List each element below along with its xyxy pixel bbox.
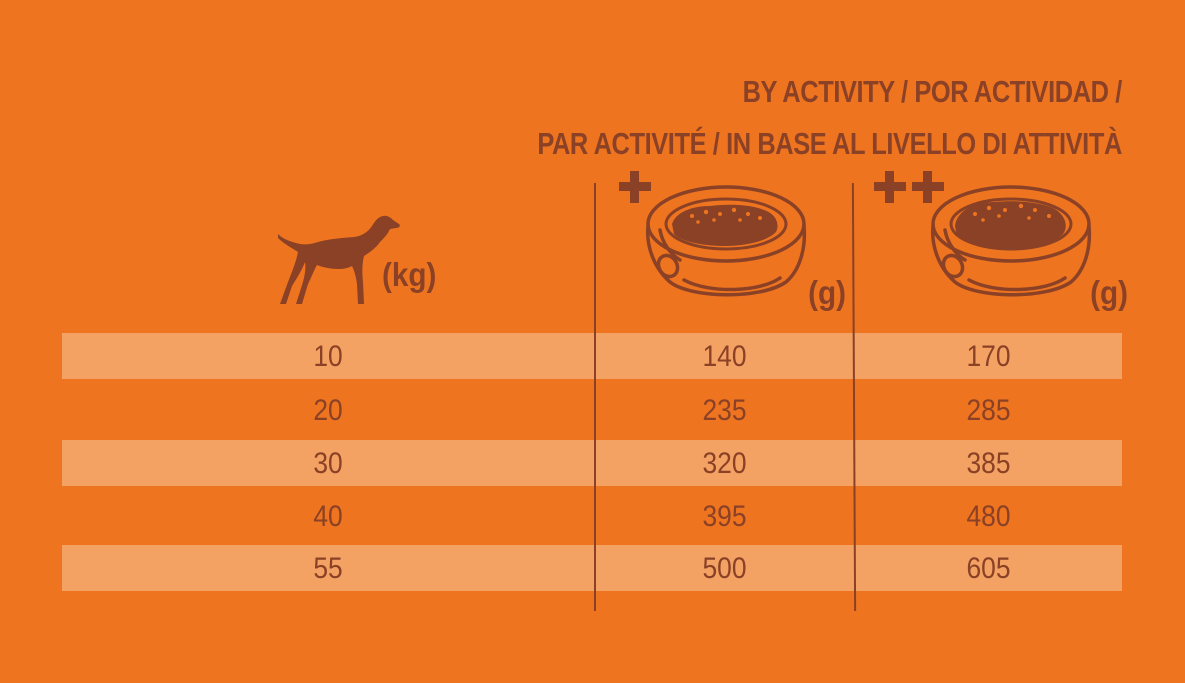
weight-unit-label: (kg) (382, 256, 437, 293)
moderate-activity-cell: 500 (702, 552, 747, 585)
weight-cell: 40 (313, 500, 343, 533)
food-bowl-icon (930, 185, 1092, 297)
moderate-activity-cell: 235 (702, 394, 747, 427)
high-activity-cell: 480 (966, 500, 1011, 533)
double-plus-icon (874, 171, 944, 203)
food-bowl-icon (645, 185, 807, 297)
row-band (62, 333, 1122, 379)
high-activity-cell: 170 (966, 340, 1011, 373)
moderate-activity-cell: 395 (702, 500, 747, 533)
row-band (62, 440, 1122, 486)
activity-heading-line-1: BY ACTIVITY / POR ACTIVIDAD / (742, 74, 1123, 109)
column-divider (594, 183, 596, 611)
plus-icon (619, 171, 651, 203)
activity-heading: BY ACTIVITY / POR ACTIVIDAD / PAR ACTIVI… (537, 66, 1122, 170)
dog-icon (278, 215, 400, 304)
weight-cell: 20 (313, 394, 343, 427)
high-activity-cell: 285 (966, 394, 1011, 427)
high-unit-label: (g) (1090, 274, 1129, 311)
weight-cell: 30 (313, 447, 343, 480)
weight-cell: 10 (313, 340, 343, 373)
high-activity-cell: 605 (966, 552, 1011, 585)
moderate-unit-label: (g) (808, 274, 847, 311)
moderate-activity-cell: 320 (702, 447, 747, 480)
activity-heading-line-2: PAR ACTIVITÉ / IN BASE AL LIVELLO DI ATT… (537, 126, 1122, 161)
moderate-activity-cell: 140 (702, 340, 747, 373)
high-activity-cell: 385 (966, 447, 1011, 480)
row-band (62, 545, 1122, 591)
weight-cell: 55 (313, 552, 343, 585)
